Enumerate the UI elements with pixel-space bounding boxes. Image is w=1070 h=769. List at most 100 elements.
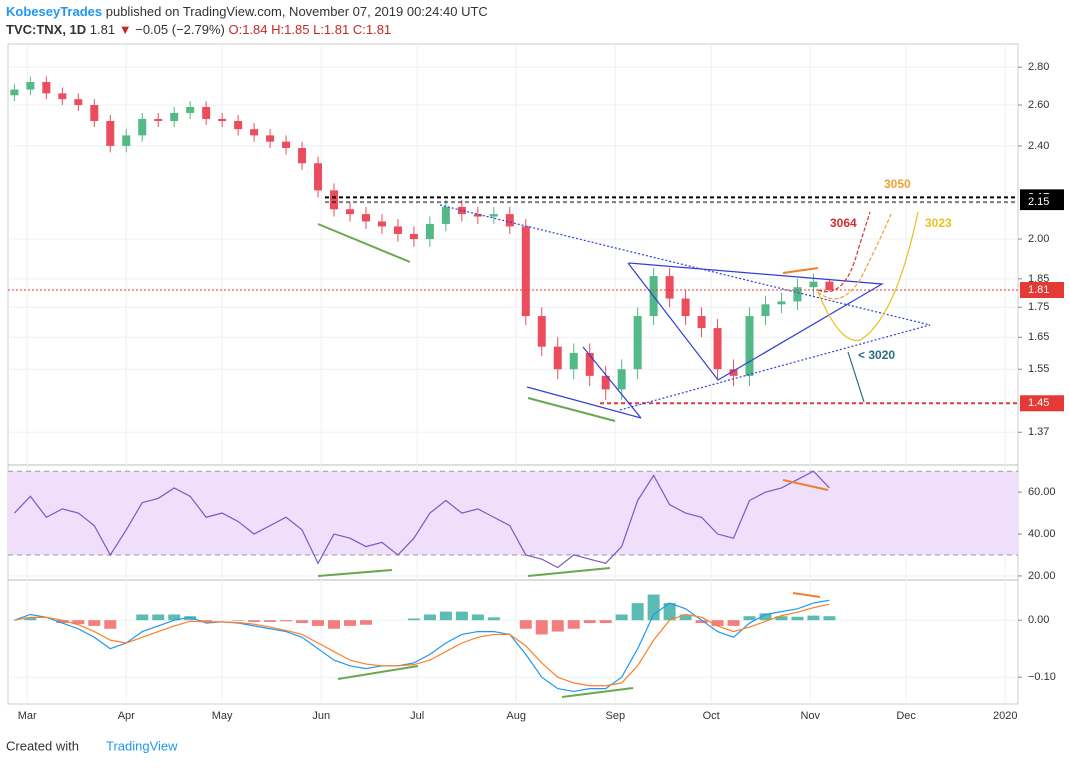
candle-body — [26, 81, 35, 90]
macd-histogram-bar — [312, 620, 325, 626]
projection-arrow — [847, 351, 865, 403]
macd-histogram-bar — [88, 620, 101, 626]
macd-histogram-bar — [56, 620, 69, 624]
price-label: 1.45 — [1028, 397, 1049, 409]
change: −0.05 (−2.79%) — [135, 22, 225, 37]
low: L:1.81 — [313, 22, 349, 37]
macd-histogram-bar — [200, 620, 213, 622]
macd-histogram-bar — [423, 614, 436, 621]
candle-body — [266, 135, 275, 142]
divergence-line — [527, 567, 611, 577]
candle-body — [585, 353, 594, 376]
price-label-box — [1020, 395, 1064, 412]
macd-histogram-bar — [711, 620, 724, 626]
x-tick-label: Sep — [605, 710, 625, 722]
macd-histogram-bar — [599, 620, 612, 624]
macd-histogram-bar — [152, 614, 165, 621]
candle-body — [377, 221, 386, 227]
y-tick-label: 1.75 — [1028, 301, 1049, 313]
macd-histogram-bar — [679, 614, 692, 621]
candle-body — [138, 118, 147, 136]
candle-body — [633, 316, 642, 370]
candle-body — [441, 206, 450, 224]
annotation: < 3020 — [858, 348, 895, 362]
divergence-line — [782, 479, 829, 491]
candle-body — [697, 316, 706, 329]
candle-body — [729, 369, 738, 376]
macd-histogram-bar — [232, 620, 245, 621]
y-tick-label: 1.55 — [1028, 363, 1049, 375]
macd-histogram-bar — [264, 620, 277, 622]
annotation: 3050 — [884, 177, 911, 191]
macd-histogram-bar — [743, 616, 756, 621]
macd-histogram-bar — [104, 620, 117, 629]
candle-body — [10, 89, 19, 96]
divergence-line — [792, 592, 821, 598]
x-tick-label: Jun — [312, 710, 330, 722]
x-tick-label: Dec — [896, 710, 916, 722]
macd-histogram-bar — [583, 620, 596, 624]
macd-histogram-bar — [168, 614, 181, 621]
high: H:1.85 — [271, 22, 309, 37]
macd-histogram-bar — [136, 614, 149, 621]
y-tick-label: 1.37 — [1028, 426, 1049, 438]
last-price: 1.81 — [90, 22, 115, 37]
candle-body — [617, 369, 626, 390]
candle-body — [361, 214, 370, 222]
macd-histogram-bar — [727, 620, 740, 626]
footer-created: Created with — [6, 738, 79, 753]
macd-histogram-bar — [72, 620, 85, 625]
y-tick-label: 2.00 — [1028, 233, 1049, 245]
candle-body — [681, 298, 690, 317]
divergence-line — [782, 267, 819, 274]
y-tick-label: 2.40 — [1028, 140, 1049, 152]
divergence-line — [317, 223, 411, 263]
macd-histogram-bar — [359, 620, 372, 625]
x-tick-label: Nov — [800, 710, 820, 722]
wedge-bottom — [582, 346, 642, 419]
candle-body — [777, 301, 786, 305]
divergence-line — [317, 569, 393, 577]
projection-arrow — [817, 211, 893, 300]
candle-body — [537, 316, 546, 347]
header-line: KobeseyTrades published on TradingView.c… — [6, 4, 488, 19]
macd-histogram-bar — [471, 614, 484, 621]
candle-body — [218, 118, 227, 121]
candle-body — [409, 233, 418, 240]
candle-body — [825, 281, 834, 291]
macd-histogram-bar — [807, 615, 820, 621]
candle-body — [425, 223, 434, 240]
macd-histogram-bar — [407, 618, 420, 621]
publisher: KobeseyTrades — [6, 4, 102, 19]
price-label-box — [1020, 194, 1064, 211]
candle-body — [106, 120, 115, 146]
y-tick-label: 60.00 — [1028, 486, 1056, 498]
divergence-line — [527, 397, 616, 422]
macd-histogram-bar — [248, 620, 261, 622]
projection-arrow — [817, 211, 919, 341]
candle-body — [489, 214, 498, 217]
x-tick-label: 2020 — [993, 710, 1017, 722]
macd-histogram-bar — [775, 616, 788, 621]
price-label: 1.81 — [1028, 284, 1049, 296]
symbol-line: TVC:TNX, 1D 1.81 ▼ −0.05 (−2.79%) O:1.84… — [6, 22, 391, 37]
candle-body — [186, 106, 195, 113]
macd-histogram-bar — [823, 616, 836, 621]
candle-body — [282, 141, 291, 149]
published: published on TradingView.com, November 0… — [106, 4, 488, 19]
candle-body — [713, 328, 722, 370]
rsi-band — [8, 471, 1018, 555]
macd-histogram-bar — [567, 620, 580, 629]
candle-body — [569, 353, 578, 370]
price-label: 2.15 — [1028, 196, 1049, 208]
drawings — [317, 204, 931, 698]
x-tick-label: Apr — [118, 710, 135, 722]
candle-body — [793, 287, 802, 302]
price-label-box — [1020, 282, 1064, 299]
macd-histogram-bar — [791, 616, 804, 621]
y-tick-label: 40.00 — [1028, 528, 1056, 540]
macd-line — [14, 599, 830, 693]
candle-body — [665, 276, 674, 299]
macd-histogram-bar — [296, 620, 309, 624]
